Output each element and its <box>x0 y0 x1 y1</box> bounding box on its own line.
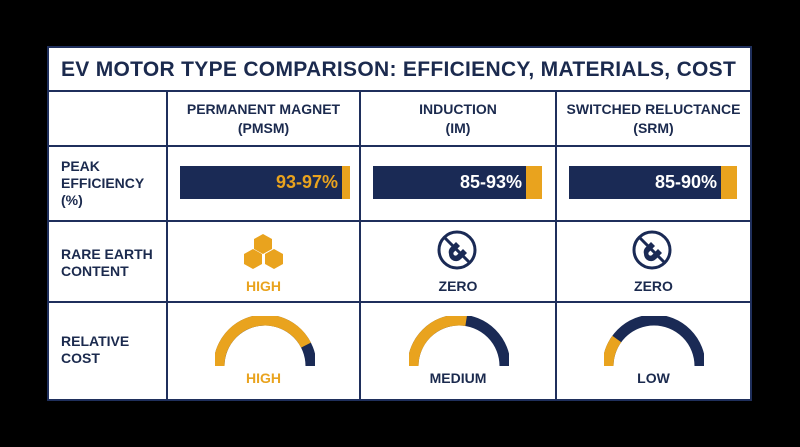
row-header-line: RELATIVE <box>61 333 130 349</box>
efficiency-bar-srm: 85-90% <box>569 166 737 199</box>
efficiency-value-im: 85-93% <box>459 172 522 192</box>
cost-gauge-im <box>409 316 509 367</box>
row-header-rare-earth: RARE EARTH CONTENT <box>61 246 166 280</box>
row-header-cost: RELATIVE COST <box>61 333 166 367</box>
efficiency-bar-im: 85-93% <box>373 166 542 199</box>
page-title: EV MOTOR TYPE COMPARISON: EFFICIENCY, MA… <box>49 48 750 92</box>
row-header-line: (%) <box>61 192 83 208</box>
cost-value-srm: LOW <box>637 370 670 386</box>
row-header-efficiency: PEAK EFFICIENCY (%) <box>61 158 166 209</box>
column-header-srm: SWITCHED RELUCTANCE (SRM) <box>557 100 750 138</box>
rare-earth-value-im: ZERO <box>438 278 478 294</box>
column-header-line: (IM) <box>445 120 471 136</box>
column-header-line: PERMANENT MAGNET <box>186 101 341 117</box>
row-header-line: RARE EARTH <box>61 246 153 262</box>
cost-value-im: MEDIUM <box>429 370 487 386</box>
row-header-line: PEAK <box>61 158 100 174</box>
comparison-card: EV MOTOR TYPE COMPARISON: EFFICIENCY, MA… <box>47 46 752 401</box>
row-divider <box>49 301 750 303</box>
rare-earth-value-pmsm: HIGH <box>246 278 281 294</box>
gauge-fill <box>604 335 622 367</box>
gauge-track <box>604 316 704 367</box>
efficiency-bar-pmsm: 93-97% <box>180 166 350 199</box>
rare-earth-value-srm: ZERO <box>634 278 673 294</box>
gauge-fill <box>409 316 467 367</box>
efficiency-bar-cap <box>342 166 350 199</box>
no-magnet-icon <box>437 230 477 270</box>
column-header-line: (SRM) <box>633 120 674 136</box>
hexagon-cluster-icon <box>244 234 283 269</box>
efficiency-bar-cap <box>721 166 737 199</box>
cost-gauge-srm <box>604 316 704 367</box>
efficiency-value-srm: 85-90% <box>654 172 717 192</box>
gauge-fill <box>215 316 311 367</box>
row-header-line: EFFICIENCY <box>61 175 145 191</box>
column-divider <box>166 92 168 399</box>
no-magnet-icon <box>632 230 672 270</box>
row-divider <box>49 220 750 222</box>
column-divider <box>359 92 361 399</box>
cost-gauge-pmsm <box>215 316 315 367</box>
column-header-line: INDUCTION <box>419 101 497 117</box>
column-header-im: INDUCTION (IM) <box>361 100 555 138</box>
efficiency-bar-cap <box>526 166 542 199</box>
row-header-line: COST <box>61 350 100 366</box>
column-header-line: (PMSM) <box>237 120 290 136</box>
row-divider <box>49 145 750 147</box>
column-header-line: SWITCHED RELUCTANCE <box>566 101 741 117</box>
column-header-pmsm: PERMANENT MAGNET (PMSM) <box>168 100 359 138</box>
row-header-line: CONTENT <box>61 263 129 279</box>
efficiency-value-pmsm: 93-97% <box>275 172 338 192</box>
cost-value-pmsm: HIGH <box>246 370 281 386</box>
column-divider <box>555 92 557 399</box>
